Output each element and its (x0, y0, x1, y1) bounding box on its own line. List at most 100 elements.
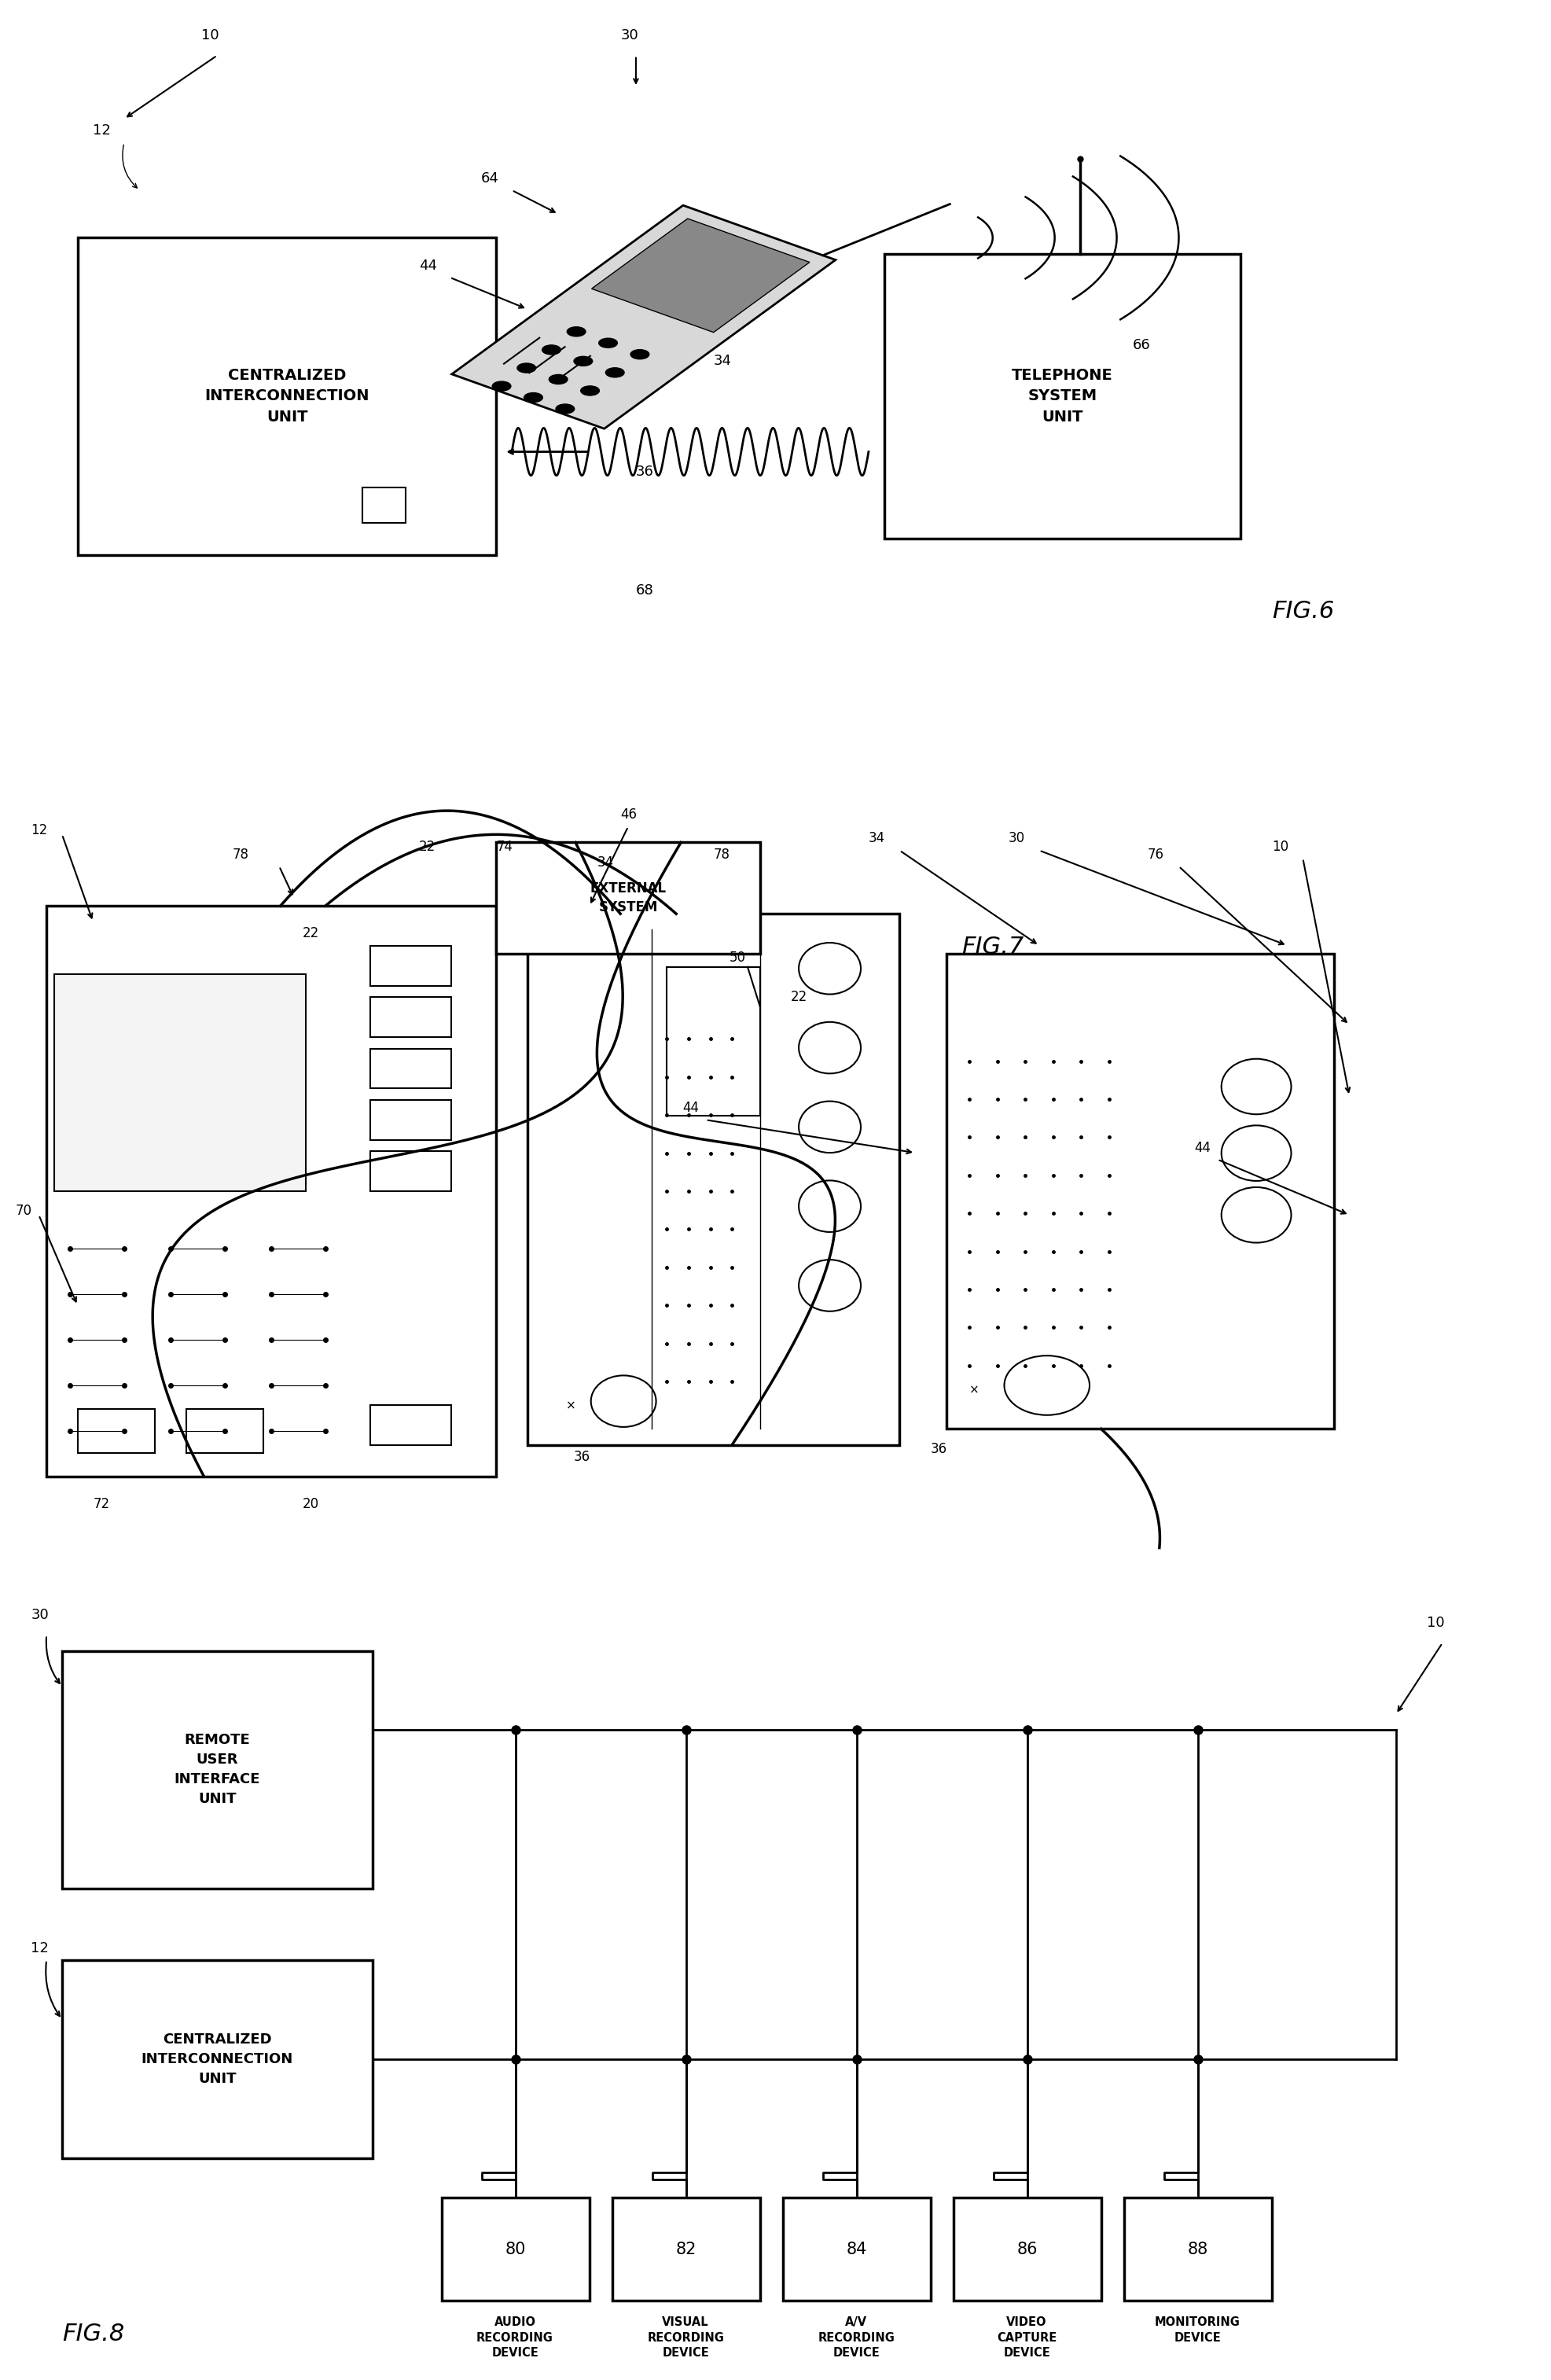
Text: CENTRALIZED
INTERCONNECTION
UNIT: CENTRALIZED INTERCONNECTION UNIT (141, 2033, 293, 2085)
FancyBboxPatch shape (371, 1404, 451, 1445)
Text: 64: 64 (481, 171, 499, 186)
Text: 30: 30 (1008, 831, 1025, 845)
FancyBboxPatch shape (371, 1100, 451, 1140)
Text: 22: 22 (791, 990, 808, 1004)
Text: 12: 12 (31, 1942, 50, 1956)
Text: 44: 44 (419, 259, 437, 274)
Circle shape (516, 364, 535, 374)
Polygon shape (451, 205, 836, 428)
Circle shape (543, 345, 561, 355)
FancyBboxPatch shape (186, 1409, 264, 1452)
FancyBboxPatch shape (371, 945, 451, 985)
FancyBboxPatch shape (363, 488, 406, 524)
Ellipse shape (591, 1376, 656, 1428)
FancyBboxPatch shape (371, 1050, 451, 1088)
Text: 36: 36 (931, 1442, 948, 1457)
Text: 12: 12 (93, 124, 112, 138)
Text: 82: 82 (676, 2242, 696, 2256)
Text: REMOTE
USER
INTERFACE
UNIT: REMOTE USER INTERFACE UNIT (174, 1733, 261, 1806)
Circle shape (568, 326, 586, 336)
Text: 70: 70 (16, 1204, 33, 1219)
Ellipse shape (1222, 1059, 1290, 1114)
Text: FIG.8: FIG.8 (62, 2323, 124, 2344)
FancyBboxPatch shape (884, 255, 1241, 538)
Text: 68: 68 (636, 583, 655, 597)
Text: 34: 34 (713, 355, 732, 369)
Polygon shape (591, 219, 810, 333)
Text: 80: 80 (506, 2242, 526, 2256)
Text: VIDEO
CAPTURE
DEVICE: VIDEO CAPTURE DEVICE (997, 2316, 1056, 2359)
Circle shape (605, 369, 624, 378)
Circle shape (599, 338, 617, 347)
Circle shape (549, 374, 568, 383)
Text: 86: 86 (1017, 2242, 1038, 2256)
Circle shape (580, 386, 599, 395)
Text: MONITORING
DEVICE: MONITORING DEVICE (1154, 2316, 1241, 2344)
FancyBboxPatch shape (371, 997, 451, 1038)
Circle shape (555, 405, 574, 414)
FancyBboxPatch shape (371, 1152, 451, 1190)
Text: 78: 78 (713, 847, 731, 862)
FancyBboxPatch shape (527, 914, 900, 1445)
Text: 76: 76 (1148, 847, 1165, 862)
Text: 72: 72 (93, 1497, 110, 1511)
Text: 30: 30 (620, 29, 639, 43)
Text: A/V
RECORDING
DEVICE: A/V RECORDING DEVICE (817, 2316, 895, 2359)
FancyBboxPatch shape (442, 2197, 589, 2301)
Text: 50: 50 (729, 950, 746, 964)
FancyBboxPatch shape (946, 954, 1334, 1428)
Ellipse shape (1222, 1188, 1290, 1242)
Circle shape (524, 393, 543, 402)
FancyBboxPatch shape (47, 907, 496, 1476)
Text: VISUAL
RECORDING
DEVICE: VISUAL RECORDING DEVICE (647, 2316, 724, 2359)
Ellipse shape (799, 1180, 861, 1233)
FancyBboxPatch shape (54, 973, 306, 1190)
Ellipse shape (799, 1259, 861, 1311)
Text: 10: 10 (1272, 840, 1289, 854)
Circle shape (631, 350, 650, 359)
Text: 36: 36 (636, 464, 655, 478)
Text: 84: 84 (847, 2242, 867, 2256)
FancyBboxPatch shape (78, 238, 496, 555)
FancyBboxPatch shape (62, 1652, 372, 1890)
Ellipse shape (799, 942, 861, 995)
FancyBboxPatch shape (1124, 2197, 1272, 2301)
FancyBboxPatch shape (954, 2197, 1101, 2301)
FancyBboxPatch shape (613, 2197, 760, 2301)
Text: FIG.7: FIG.7 (962, 935, 1024, 959)
Text: CENTRALIZED
INTERCONNECTION
UNIT: CENTRALIZED INTERCONNECTION UNIT (205, 369, 369, 424)
FancyBboxPatch shape (783, 2197, 931, 2301)
Text: 74: 74 (496, 840, 513, 854)
Text: AUDIO
RECORDING
DEVICE: AUDIO RECORDING DEVICE (476, 2316, 554, 2359)
Text: 22: 22 (302, 926, 320, 940)
Ellipse shape (799, 1102, 861, 1152)
Text: 44: 44 (1194, 1140, 1211, 1154)
Ellipse shape (1005, 1357, 1089, 1416)
Text: TELEPHONE
SYSTEM
UNIT: TELEPHONE SYSTEM UNIT (1011, 369, 1114, 424)
Text: 22: 22 (419, 840, 436, 854)
FancyBboxPatch shape (78, 1409, 155, 1452)
Text: ×: × (566, 1399, 575, 1411)
Text: 88: 88 (1188, 2242, 1208, 2256)
Text: 34: 34 (597, 854, 614, 869)
FancyBboxPatch shape (62, 1961, 372, 2159)
Text: 34: 34 (869, 831, 886, 845)
Text: 44: 44 (682, 1102, 700, 1116)
Text: 66: 66 (1132, 338, 1151, 352)
Text: 12: 12 (31, 823, 48, 838)
FancyBboxPatch shape (496, 843, 760, 954)
Text: ×: × (969, 1383, 979, 1395)
FancyBboxPatch shape (667, 966, 760, 1116)
Text: 46: 46 (620, 807, 637, 821)
Text: 36: 36 (574, 1449, 591, 1464)
Ellipse shape (1222, 1126, 1290, 1180)
Text: 78: 78 (233, 847, 250, 862)
Text: 20: 20 (302, 1497, 320, 1511)
Text: EXTERNAL
SYSTEM: EXTERNAL SYSTEM (589, 881, 667, 914)
Circle shape (574, 357, 592, 367)
Text: 30: 30 (31, 1609, 50, 1623)
Text: FIG.6: FIG.6 (1272, 600, 1334, 624)
Text: 10: 10 (202, 29, 219, 43)
Ellipse shape (799, 1021, 861, 1073)
Circle shape (492, 381, 510, 390)
